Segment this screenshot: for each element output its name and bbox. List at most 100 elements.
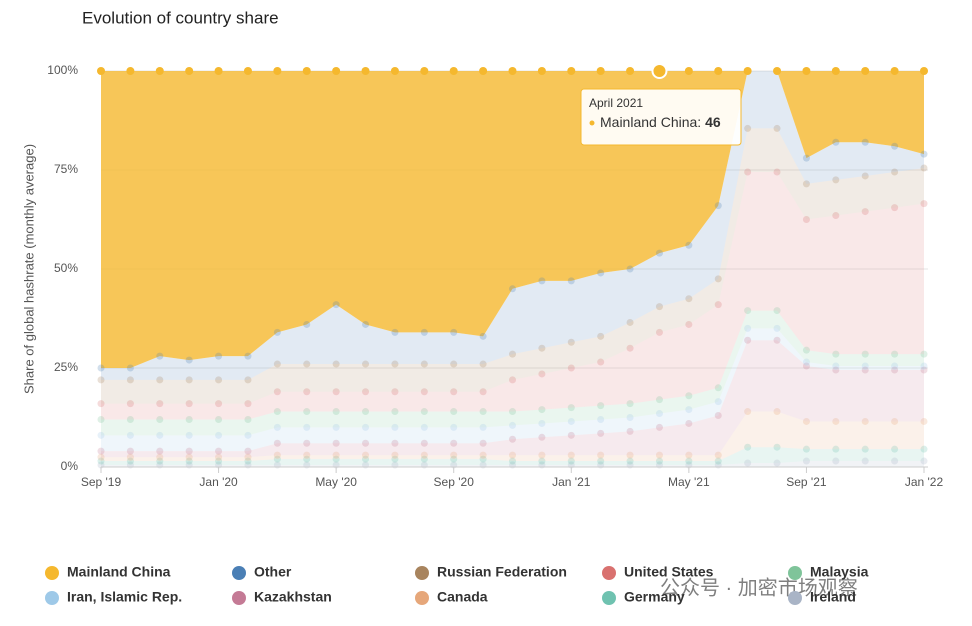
- point: [773, 324, 781, 332]
- legend-label: Iran, Islamic Rep.: [67, 589, 182, 605]
- point: [390, 67, 399, 75]
- point: [891, 457, 899, 465]
- point: [156, 457, 164, 465]
- point: [361, 67, 370, 75]
- point: [479, 408, 487, 416]
- legend-swatch: [788, 566, 802, 580]
- watermark: 公众号 · 加密市场观察: [660, 576, 858, 599]
- point: [626, 457, 634, 465]
- point: [303, 408, 311, 416]
- area: [101, 310, 924, 436]
- point: [538, 277, 546, 285]
- point: [362, 408, 370, 416]
- point: [508, 67, 517, 75]
- point: [362, 360, 370, 368]
- point: [332, 451, 340, 459]
- point: [714, 398, 722, 406]
- point: [97, 364, 105, 372]
- tooltip-title: April 2021: [589, 96, 643, 110]
- point: [597, 429, 605, 437]
- point: [97, 453, 105, 461]
- point: [802, 216, 810, 223]
- point: [861, 208, 869, 216]
- point: [244, 457, 252, 465]
- point: [920, 164, 928, 172]
- point: [215, 453, 223, 461]
- point: [244, 352, 252, 360]
- point: [391, 451, 399, 459]
- x-tick-label: Sep '19: [81, 475, 122, 489]
- point: [126, 453, 134, 461]
- y-tick-label: 25%: [54, 360, 78, 374]
- point: [743, 67, 752, 75]
- point: [655, 423, 663, 431]
- point: [509, 350, 516, 358]
- point: [273, 451, 281, 459]
- point: [273, 67, 282, 75]
- point: [714, 451, 722, 459]
- point: [97, 447, 105, 455]
- point: [332, 388, 340, 396]
- point: [685, 241, 693, 249]
- point: [391, 423, 399, 431]
- point: [626, 451, 634, 459]
- point: [831, 67, 840, 75]
- point: [802, 346, 810, 354]
- point: [597, 358, 605, 366]
- point: [362, 439, 370, 447]
- point: [684, 67, 693, 75]
- point: [420, 67, 429, 75]
- point: [450, 455, 458, 463]
- point: [509, 285, 516, 293]
- point: [215, 376, 223, 384]
- point: [891, 142, 899, 150]
- point: [832, 138, 840, 146]
- y-axis-label: Share of global hashrate (monthly averag…: [21, 144, 36, 394]
- y-tick-label: 75%: [54, 162, 78, 176]
- point: [655, 451, 663, 459]
- point: [479, 332, 487, 340]
- point: [391, 388, 399, 396]
- point: [537, 67, 546, 75]
- point: [744, 408, 752, 416]
- point: [126, 431, 134, 439]
- point: [685, 295, 693, 303]
- point: [185, 447, 193, 455]
- point: [567, 417, 575, 425]
- area: [101, 447, 924, 466]
- point: [362, 320, 370, 328]
- point: [920, 445, 928, 453]
- point: [685, 419, 693, 427]
- point: [685, 320, 693, 328]
- point: [244, 376, 252, 384]
- point: [156, 453, 164, 461]
- point: [802, 417, 810, 425]
- point: [714, 67, 723, 75]
- point: [626, 427, 634, 435]
- point: [273, 455, 281, 463]
- point: [685, 457, 693, 465]
- point: [861, 445, 869, 453]
- tooltip-sep: :: [697, 114, 705, 130]
- legend-swatch: [415, 566, 429, 580]
- point: [156, 352, 164, 360]
- point: [362, 388, 370, 396]
- point: [156, 447, 164, 455]
- point: [567, 67, 576, 75]
- point: [538, 419, 546, 427]
- point: [832, 457, 840, 465]
- point: [215, 352, 223, 360]
- y-tick-label: 50%: [54, 261, 78, 275]
- point: [420, 451, 428, 459]
- point: [509, 435, 516, 443]
- point: [538, 433, 546, 441]
- point: [891, 204, 899, 212]
- legend-label: Canada: [437, 589, 488, 605]
- point: [744, 336, 752, 344]
- point: [156, 431, 164, 439]
- point: [244, 453, 252, 461]
- point: [391, 408, 399, 416]
- point: [215, 457, 223, 465]
- point: [891, 417, 899, 425]
